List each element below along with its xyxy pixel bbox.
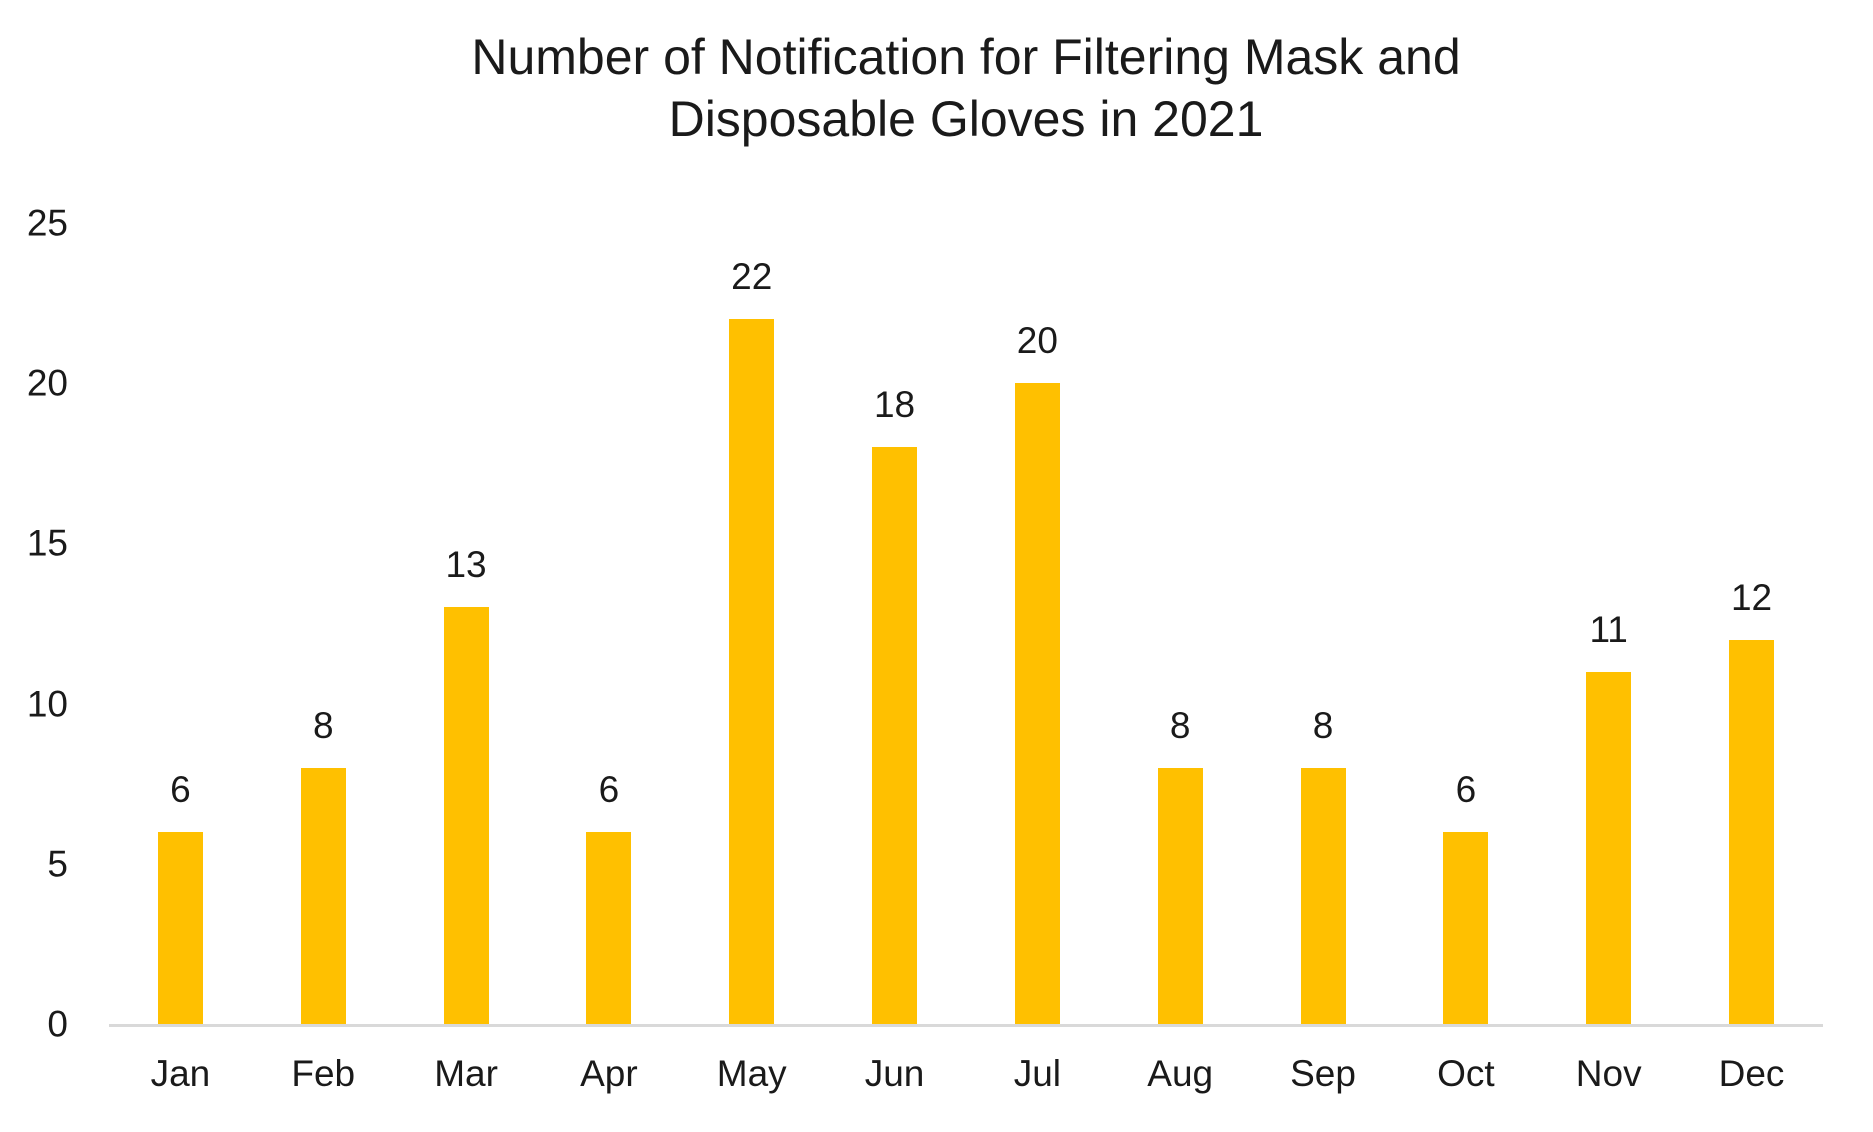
x-tick-label-feb: Feb (291, 1053, 356, 1094)
y-tick-label-25: 25 (26, 202, 68, 244)
bar-slot-jul: 20 (966, 223, 1109, 1024)
x-axis: Jan Feb Mar Apr May Jun Jul Aug Sep Oct Nov Dec (109, 1027, 1823, 1092)
bar-slot-nov: 11 (1537, 223, 1680, 1024)
chart-title-line-2: Disposable Gloves in 2021 (668, 91, 1264, 147)
y-tick-label-5: 5 (47, 843, 68, 885)
bar-slot-jan: 6 (109, 223, 252, 1024)
bar-slot-aug: 8 (1109, 223, 1252, 1024)
bar-value-label-jan: 6 (170, 768, 191, 810)
x-tick-label-may: May (716, 1053, 787, 1094)
bar-jun: 18 (872, 386, 918, 1024)
bar-slot-mar: 13 (395, 223, 538, 1024)
x-tick-label-jun: Jun (864, 1053, 925, 1094)
chart-title: Number of Notification for Filtering Mas… (109, 26, 1823, 150)
bar-slot-feb: 8 (252, 223, 395, 1024)
bar-value-label-may: 22 (731, 256, 773, 298)
bar-value-label-sep: 8 (1312, 704, 1334, 746)
bar-jan: 6 (157, 771, 203, 1024)
bar-mar: 13 (443, 546, 489, 1024)
bar-oct: 6 (1443, 771, 1489, 1024)
bar-slot-jun: 18 (823, 223, 966, 1024)
bar-nov: 11 (1586, 611, 1632, 1024)
y-tick-label-10: 10 (26, 683, 68, 725)
bar-value-label-jun: 18 (873, 384, 916, 426)
x-tick-label-nov: Nov (1575, 1053, 1642, 1094)
x-tick-label-jan: Jan (150, 1053, 211, 1094)
bar-value-label-apr: 6 (598, 768, 620, 810)
x-tick-label-mar: Mar (434, 1053, 498, 1094)
bar-value-label-aug: 8 (1169, 704, 1191, 746)
x-tick-label-oct: Oct (1437, 1053, 1495, 1094)
bar-jul: 20 (1014, 322, 1060, 1024)
bar-dec: 12 (1729, 579, 1775, 1024)
bar-value-label-mar: 13 (445, 544, 487, 586)
bar-slot-apr: 6 (537, 223, 680, 1024)
y-tick-label-15: 15 (26, 522, 68, 564)
y-tick-label-20: 20 (26, 362, 68, 404)
x-tick-label-dec: Dec (1718, 1053, 1785, 1094)
bar-value-label-nov: 11 (1589, 608, 1628, 650)
bar-slot-sep: 8 (1252, 223, 1395, 1024)
bar-value-label-feb: 8 (312, 704, 334, 746)
bar-may: 22 (729, 258, 775, 1024)
bar-feb: 8 (300, 707, 346, 1024)
plot-area: 6 8 13 6 22 18 20 8 8 6 11 12 (109, 223, 1823, 1027)
x-tick-label-jul: Jul (1013, 1053, 1062, 1094)
bar-apr: 6 (586, 771, 632, 1024)
bar-value-label-dec: 12 (1730, 576, 1773, 618)
bar-slot-dec: 12 (1680, 223, 1823, 1024)
bar-aug: 8 (1157, 707, 1203, 1024)
bar-slot-may: 22 (680, 223, 823, 1024)
x-tick-label-apr: Apr (580, 1053, 638, 1094)
x-tick-label-aug: Aug (1147, 1053, 1214, 1094)
bar-value-label-jul: 20 (1016, 320, 1058, 362)
y-tick-label-0: 0 (47, 1003, 68, 1045)
bar-slot-oct: 6 (1394, 223, 1537, 1024)
y-axis: 0 5 10 15 20 25 (0, 205, 68, 1043)
x-tick-label-sep: Sep (1290, 1053, 1356, 1094)
bar-sep: 8 (1300, 707, 1346, 1024)
bar-value-label-oct: 6 (1455, 768, 1477, 810)
chart-title-line-1: Number of Notification for Filtering Mas… (471, 29, 1461, 85)
